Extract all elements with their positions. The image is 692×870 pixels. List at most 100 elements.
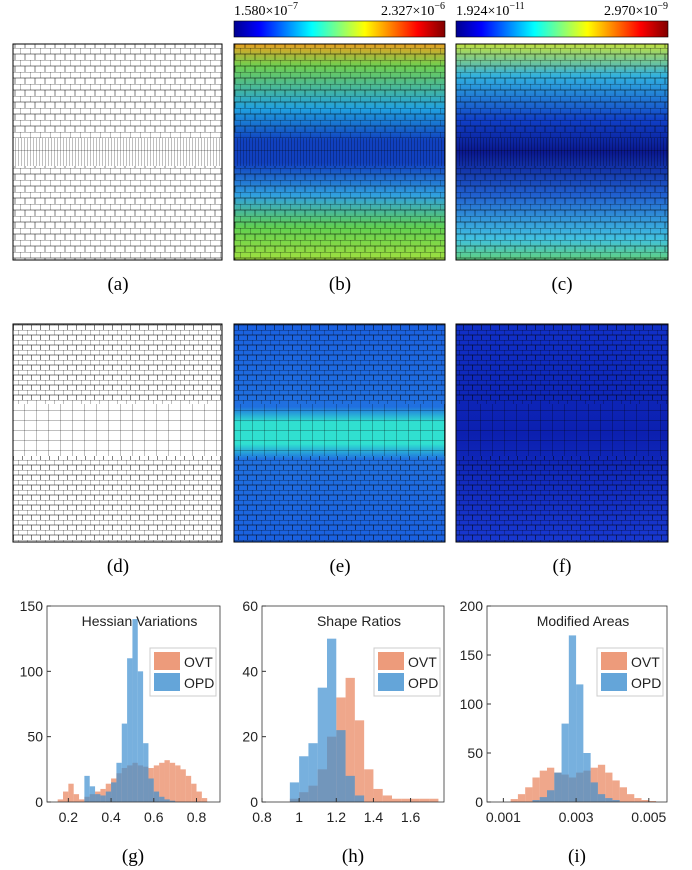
histogram-bar	[57, 799, 64, 802]
histogram-bar	[68, 783, 74, 802]
x-tick-label: 0.003	[559, 809, 594, 825]
x-tick-label: 0.2	[59, 809, 79, 825]
histogram-bar	[612, 780, 620, 802]
histogram-bar	[327, 638, 337, 802]
histogram-bar	[79, 799, 85, 802]
colorbar-min: 1.580×10−7	[234, 1, 298, 19]
mesh-a	[12, 43, 223, 261]
histogram-bar	[576, 684, 584, 802]
histogram-bar	[132, 619, 138, 802]
histogram-bar	[605, 772, 613, 802]
histogram-bar	[169, 800, 176, 802]
exponent: −6	[434, 1, 445, 12]
legend-label: OVT	[631, 654, 660, 670]
histogram-bar	[627, 794, 635, 802]
histogram-bar	[597, 794, 606, 802]
chart-title: Shape Ratios	[317, 613, 401, 629]
y-tick-label: 150	[20, 598, 44, 614]
chart-title: Modified Areas	[537, 613, 630, 629]
legend-label: OVT	[408, 654, 437, 670]
y-tick-label: 60	[242, 598, 258, 614]
histogram-bar	[164, 760, 170, 802]
histogram-bar	[419, 798, 430, 802]
axes-frame	[261, 605, 445, 803]
histogram-bar	[364, 769, 374, 802]
colorbar	[455, 20, 669, 38]
histogram-bar	[510, 799, 518, 802]
panel-label: (i)	[568, 846, 586, 867]
histogram-bar	[201, 798, 208, 802]
histogram-bar	[354, 795, 365, 802]
x-tick-label: 1.4	[364, 809, 384, 825]
histogram-bar	[73, 794, 80, 802]
legend: OVT OPD	[596, 647, 664, 697]
colorbar-max: 2.327×10−6	[381, 1, 445, 19]
histogram-bar	[317, 687, 327, 802]
y-tick-label: 0	[35, 794, 43, 810]
histogram-bar	[143, 743, 149, 802]
legend-swatch	[601, 652, 627, 670]
axes-frame	[46, 605, 221, 803]
histogram-bar	[619, 787, 627, 802]
panel-label: (e)	[329, 556, 350, 577]
histogram-bar	[164, 799, 170, 802]
y-tick-label: 50	[467, 745, 483, 761]
x-tick-label: 0.6	[144, 809, 164, 825]
exponent: −11	[509, 1, 524, 12]
histogram-bar	[289, 782, 300, 802]
y-tick-label: 150	[460, 647, 484, 663]
histogram-bar	[111, 782, 117, 802]
histogram-bar	[561, 723, 569, 802]
histogram-bar	[634, 798, 642, 802]
x-tick-label: 1	[295, 809, 303, 825]
histogram-bar	[590, 782, 598, 802]
legend-swatch	[378, 652, 404, 670]
histogram-bar	[299, 756, 309, 802]
mantissa: 2.327×10	[381, 4, 434, 19]
panel-label: (c)	[551, 274, 572, 295]
histogram-bar	[159, 762, 165, 802]
legend: OVT OPD	[373, 647, 441, 697]
exponent: −9	[657, 1, 668, 12]
y-tick-label: 0	[250, 794, 258, 810]
histogram-bar	[382, 795, 392, 802]
histogram-bar	[153, 765, 160, 802]
histogram-bar	[554, 772, 562, 802]
histogram-bar	[583, 753, 591, 802]
legend-label: OVT	[184, 654, 213, 670]
histogram-bar	[148, 778, 154, 802]
legend-label: OPD	[184, 675, 214, 691]
histogram-bar	[336, 730, 346, 802]
panel-label: (h)	[342, 846, 364, 867]
y-tick-label: 40	[242, 663, 258, 679]
mesh-b	[233, 43, 446, 261]
histogram-bar	[401, 798, 411, 802]
histogram-bar	[180, 769, 186, 802]
histogram-bar	[547, 767, 555, 802]
colorbar-min: 1.924×10−11	[456, 1, 525, 19]
mesh-e	[233, 323, 446, 543]
x-tick-label: 0.8	[187, 809, 207, 825]
x-tick-label: 1.2	[327, 809, 347, 825]
chart-title: Hessian Variations	[82, 613, 198, 629]
x-tick-label: 0.4	[101, 809, 121, 825]
y-tick-label: 200	[460, 598, 484, 614]
mantissa: 2.970×10	[604, 4, 657, 19]
x-tick-label: 0.8	[252, 809, 272, 825]
histogram-bar	[153, 791, 160, 802]
histogram-bar	[196, 791, 202, 802]
legend-swatch	[601, 673, 627, 691]
panel-label: (f)	[553, 556, 572, 577]
histogram-bar	[345, 775, 355, 802]
histogram-bar	[354, 720, 365, 802]
histogram-bar	[539, 770, 547, 802]
mesh-f	[455, 323, 669, 543]
histogram-bar	[532, 800, 540, 802]
panel-label: (a)	[107, 274, 128, 295]
histogram-bar	[429, 798, 439, 802]
mesh-d	[12, 323, 223, 543]
legend: OVT OPD	[149, 647, 217, 697]
histogram-bar	[159, 796, 165, 802]
histogram-bar	[517, 794, 526, 802]
